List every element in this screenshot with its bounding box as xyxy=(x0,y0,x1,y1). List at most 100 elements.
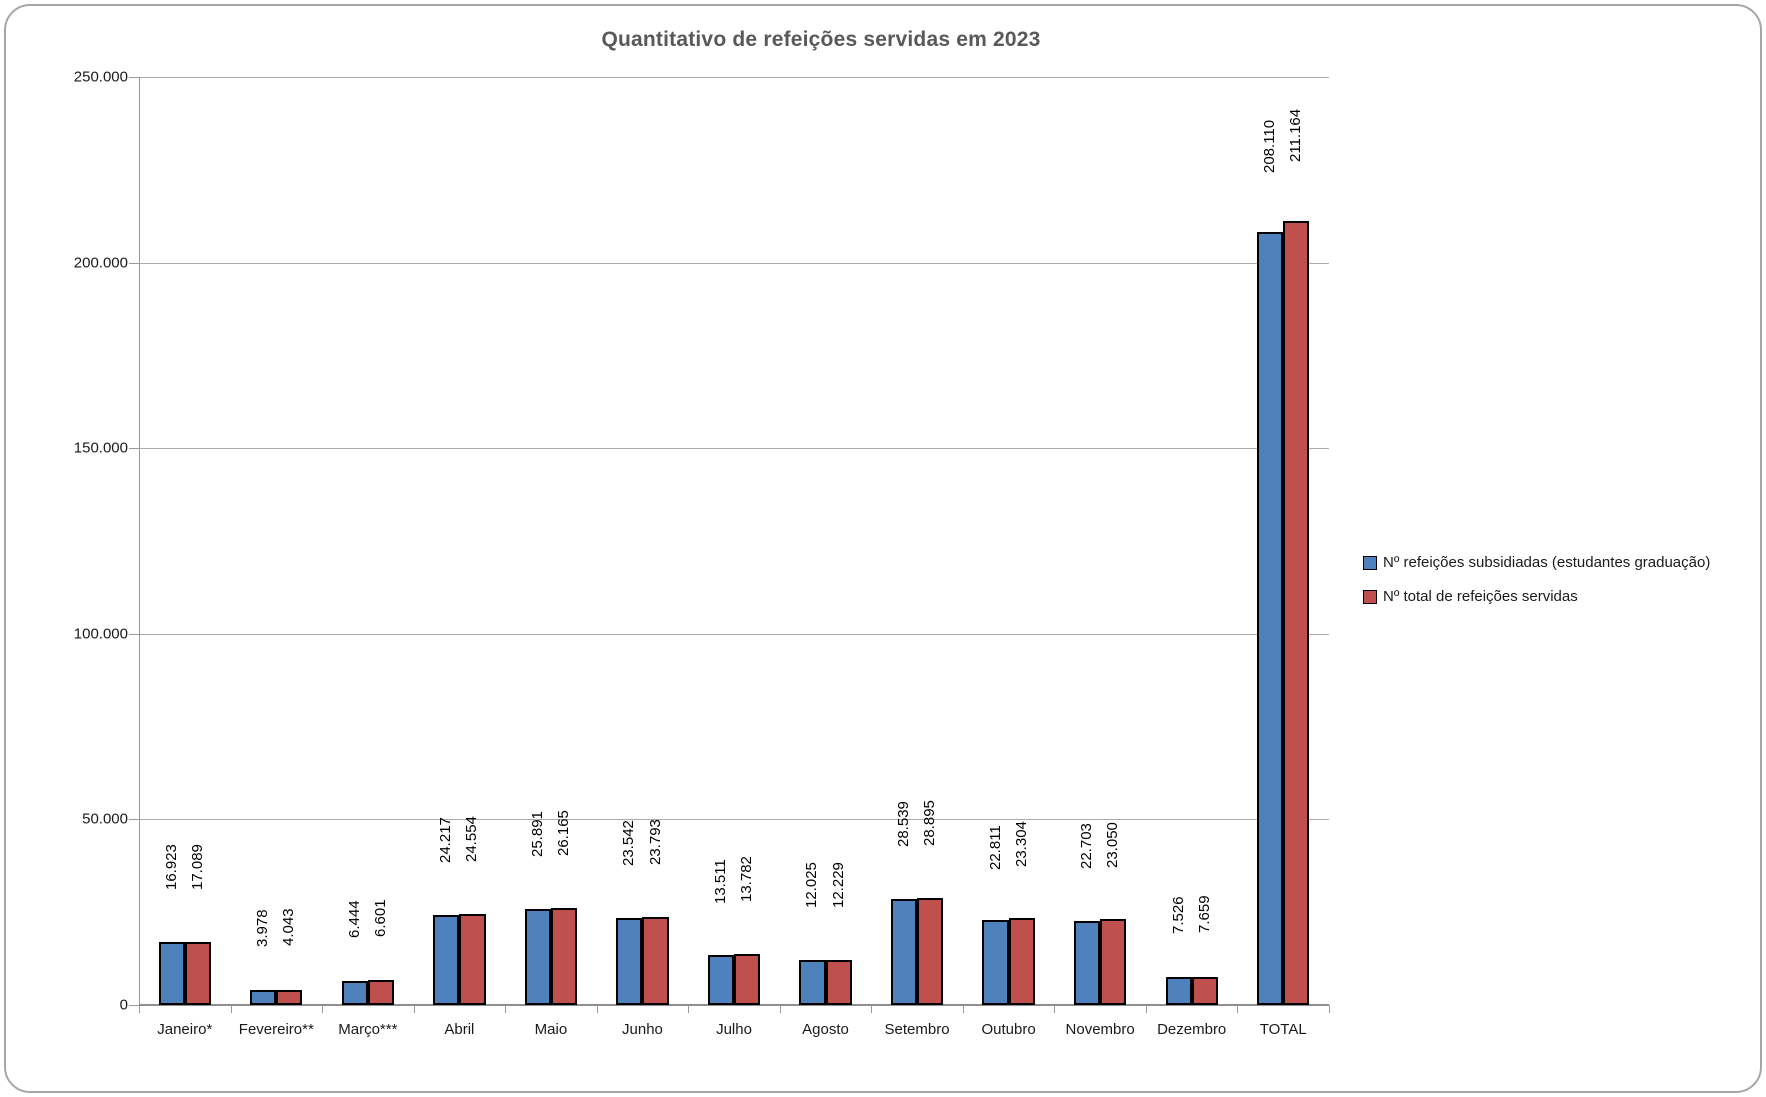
x-axis-label-dezembro: Dezembro xyxy=(1157,1021,1227,1038)
y-axis-label: 50.000 xyxy=(82,810,128,828)
y-axis-label: 250.000 xyxy=(73,68,128,86)
legend-item-1: Nº refeições subsidiadas (estudantes gra… xyxy=(1363,554,1710,571)
x-axis-label-novembro: Novembro xyxy=(1065,1021,1135,1038)
bar-value-label: 23.050 xyxy=(1104,821,1122,868)
bar-value-label: 3.978 xyxy=(254,909,272,947)
y-tick xyxy=(129,448,139,450)
x-tick xyxy=(779,1005,781,1013)
y-axis-label: 0 xyxy=(119,996,128,1014)
x-tick xyxy=(1329,1005,1330,1013)
bar-value-label: 17.089 xyxy=(188,843,206,890)
x-axis-label-fevereiro: Fevereiro** xyxy=(238,1021,314,1038)
plot-area: 0 50.000 100.000 150.000 200.000 250.000 16.92… xyxy=(6,6,1760,1091)
bar-series2-janeiro xyxy=(184,941,211,1005)
bar-series2-julho xyxy=(734,953,761,1005)
bar-series1-julho xyxy=(707,954,734,1005)
bar-series1-outubro xyxy=(982,920,1009,1005)
x-axis-label-abril: Abril xyxy=(444,1021,475,1038)
bar-value-label: 22.703 xyxy=(1078,822,1096,869)
bar-series1-janeiro xyxy=(158,942,185,1005)
legend-swatch-icon xyxy=(1363,589,1377,604)
bar-series2-dezembro xyxy=(1191,976,1218,1005)
bar-series2-maio xyxy=(550,907,578,1005)
bar-value-label: 28.895 xyxy=(921,799,939,846)
x-tick xyxy=(871,1005,873,1013)
bar-series2-abril xyxy=(459,913,486,1005)
bar-value-label: 6.601 xyxy=(371,899,389,937)
bar-series1-abril xyxy=(433,915,460,1005)
x-tick xyxy=(596,1005,598,1013)
bar-value-label: 7.659 xyxy=(1195,895,1213,934)
bar-value-label: 23.793 xyxy=(646,818,664,865)
bar-value-label: 23.304 xyxy=(1012,820,1030,867)
x-tick xyxy=(688,1005,690,1013)
bar-series1-fevereiro xyxy=(250,990,277,1005)
x-tick xyxy=(413,1005,415,1013)
bar-series1-agosto xyxy=(799,960,826,1005)
x-axis-label-maio: Maio xyxy=(534,1021,568,1038)
y-axis-label: 150.000 xyxy=(73,439,128,457)
bar-value-label: 24.217 xyxy=(437,817,455,864)
y-tick xyxy=(129,1005,139,1006)
x-tick xyxy=(1145,1005,1147,1013)
y-axis-label: 100.000 xyxy=(73,625,128,643)
x-axis-label-junho: Junho xyxy=(622,1021,663,1038)
y-tick xyxy=(129,633,139,635)
bar-series1-dezembro xyxy=(1165,977,1192,1005)
x-tick xyxy=(1054,1005,1056,1013)
bar-value-label: 208.110 xyxy=(1261,120,1279,174)
bar-value-label: 6.444 xyxy=(345,900,363,938)
bar-series2-março xyxy=(367,980,394,1005)
bar-value-label: 13.511 xyxy=(711,859,729,905)
bar-value-label: 13.782 xyxy=(738,856,756,902)
legend-swatch-icon xyxy=(1363,555,1377,570)
bar-value-label: 23.542 xyxy=(620,819,638,866)
x-axis-label-total: TOTAL xyxy=(1259,1021,1307,1038)
legend-label: Nº refeições subsidiadas (estudantes gra… xyxy=(1383,554,1711,571)
bar-series1-março xyxy=(341,981,368,1005)
bar-series1-junho xyxy=(616,917,643,1005)
y-axis-label: 200.000 xyxy=(73,254,128,272)
gridline-200.000 xyxy=(139,262,1329,264)
bar-value-label: 12.229 xyxy=(829,861,847,908)
x-tick xyxy=(962,1005,964,1013)
x-tick xyxy=(505,1005,507,1013)
legend-label: Nº total de refeições servidas xyxy=(1383,588,1578,605)
bar-value-label: 4.043 xyxy=(280,908,298,947)
gridline-100.000 xyxy=(139,633,1329,635)
gridline-250.000 xyxy=(139,77,1329,78)
x-axis-label-março: Março*** xyxy=(338,1021,398,1038)
gridline-50.000 xyxy=(139,819,1329,821)
bar-value-label: 25.891 xyxy=(528,811,546,858)
bar-series2-junho xyxy=(642,916,669,1005)
bar-value-label: 211.164 xyxy=(1287,108,1305,163)
bar-value-label: 12.025 xyxy=(803,862,821,909)
x-tick xyxy=(230,1005,232,1013)
x-axis-label-julho: Julho xyxy=(716,1021,752,1038)
bar-series2-novembro xyxy=(1100,919,1127,1005)
x-axis-label-outubro: Outubro xyxy=(981,1021,1036,1038)
bar-value-label: 28.539 xyxy=(895,801,912,848)
bar-series1-maio xyxy=(524,908,551,1005)
x-tick xyxy=(1237,1005,1239,1013)
chart-title: Quantitativo de refeições servidas em 20… xyxy=(601,28,1041,51)
legend: Nº refeições subsidiadas (estudantes gra… xyxy=(1363,554,1710,622)
legend-item-2: Nº total de refeições servidas xyxy=(1363,588,1710,605)
y-tick xyxy=(129,819,139,821)
bar-value-label: 26.165 xyxy=(555,810,572,856)
bar-value-label: 24.554 xyxy=(463,816,481,862)
bar-value-label: 16.923 xyxy=(162,844,180,891)
bar-series2-total xyxy=(1283,221,1310,1005)
gridline-150.000 xyxy=(139,448,1329,450)
y-tick xyxy=(129,77,139,78)
bar-series2-agosto xyxy=(825,959,852,1005)
x-tick xyxy=(322,1005,324,1013)
x-axis-label-janeiro: Janeiro* xyxy=(157,1021,213,1038)
y-axis-line xyxy=(139,77,140,1013)
x-axis-label-setembro: Setembro xyxy=(884,1021,950,1038)
bar-series1-setembro xyxy=(890,899,918,1005)
bar-value-label: 7.526 xyxy=(1169,895,1187,934)
x-axis-label-agosto: Agosto xyxy=(802,1021,849,1038)
bar-series2-fevereiro xyxy=(276,989,303,1005)
x-axis-line xyxy=(139,1004,1329,1006)
